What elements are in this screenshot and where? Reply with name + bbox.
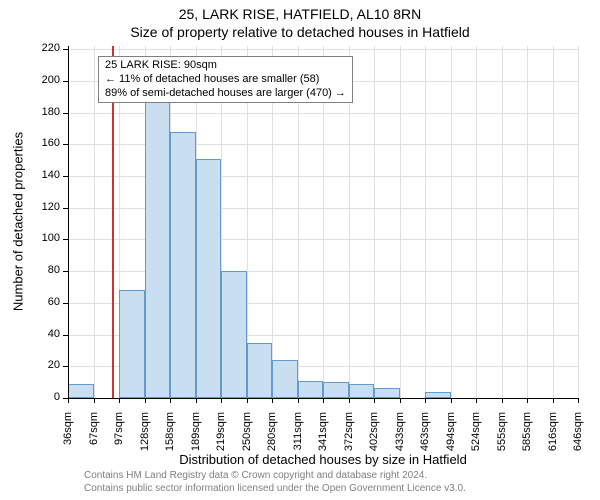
gridline-v	[502, 46, 503, 398]
bar	[323, 382, 349, 398]
annotation-line2: ← 11% of detached houses are smaller (58…	[105, 73, 346, 87]
footer-line2: Contains public sector information licen…	[84, 483, 466, 496]
chart-title-line2: Size of property relative to detached ho…	[0, 24, 600, 40]
gridline-v	[476, 46, 477, 398]
ytick-label: 140	[30, 169, 60, 181]
y-axis-label: Number of detached properties	[11, 46, 26, 398]
ytick-label: 80	[30, 264, 60, 276]
gridline-v	[578, 46, 579, 398]
footer-line1: Contains HM Land Registry data © Crown c…	[84, 470, 466, 483]
gridline-v	[425, 46, 426, 398]
xtick-mark	[578, 398, 579, 403]
footer: Contains HM Land Registry data © Crown c…	[84, 470, 466, 495]
bar	[170, 132, 196, 398]
ytick-label: 60	[30, 296, 60, 308]
annotation-line3: 89% of semi-detached houses are larger (…	[105, 87, 346, 101]
ytick-label: 120	[30, 201, 60, 213]
annotation-box: 25 LARK RISE: 90sqm ← 11% of detached ho…	[98, 56, 353, 103]
bar	[247, 343, 273, 398]
annotation-line1: 25 LARK RISE: 90sqm	[105, 59, 346, 73]
ytick-label: 100	[30, 232, 60, 244]
bar	[272, 360, 298, 398]
x-axis-label: Distribution of detached houses by size …	[68, 452, 578, 467]
gridline-v	[374, 46, 375, 398]
axis-left	[68, 46, 69, 398]
ytick-label: 20	[30, 359, 60, 371]
bar	[119, 290, 145, 398]
ytick-label: 0	[30, 391, 60, 403]
ytick-label: 200	[30, 74, 60, 86]
ytick-label: 40	[30, 328, 60, 340]
ytick-label: 160	[30, 137, 60, 149]
gridline-v	[527, 46, 528, 398]
gridline-v	[94, 46, 95, 398]
bar	[349, 384, 375, 398]
gridline-v	[451, 46, 452, 398]
gridline-v	[400, 46, 401, 398]
bar	[68, 384, 94, 398]
ytick-label: 220	[30, 42, 60, 54]
gridline-v	[553, 46, 554, 398]
axis-bottom	[68, 398, 578, 399]
bar	[221, 271, 247, 398]
bar	[145, 57, 171, 398]
bar	[298, 381, 324, 398]
chart-title-line1: 25, LARK RISE, HATFIELD, AL10 8RN	[0, 6, 600, 22]
ytick-label: 180	[30, 106, 60, 118]
bar	[374, 388, 400, 398]
bar	[196, 159, 222, 398]
